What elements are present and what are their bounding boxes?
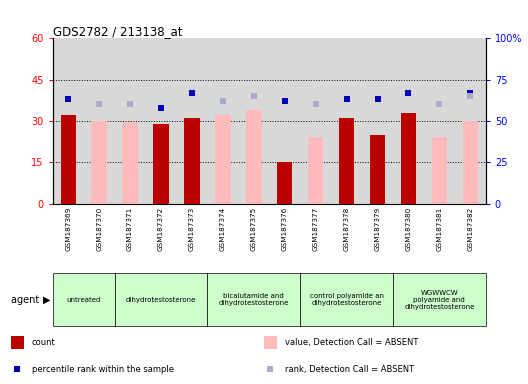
Text: control polyamide an
dihydrotestosterone: control polyamide an dihydrotestosterone [309, 293, 384, 306]
Bar [215, 116, 231, 204]
Text: rank, Detection Call = ABSENT: rank, Detection Call = ABSENT [285, 365, 414, 374]
Bar [53, 273, 115, 326]
Bar [61, 116, 76, 204]
Text: agent: agent [11, 295, 42, 305]
Text: GSM187370: GSM187370 [96, 207, 102, 251]
Text: WGWWCW
polyamide and
dihydrotestosterone: WGWWCW polyamide and dihydrotestosterone [404, 290, 475, 310]
Bar [91, 121, 107, 204]
Text: GSM187369: GSM187369 [65, 207, 71, 251]
Bar [184, 118, 200, 204]
Text: GSM187374: GSM187374 [220, 207, 226, 251]
Bar [300, 273, 393, 326]
Bar [246, 110, 261, 204]
Text: GSM187376: GSM187376 [282, 207, 288, 251]
Bar [370, 135, 385, 204]
Text: GSM187371: GSM187371 [127, 207, 133, 251]
Bar [122, 122, 138, 204]
Text: count: count [32, 338, 55, 347]
Bar [432, 137, 447, 204]
Text: GSM187378: GSM187378 [344, 207, 350, 251]
Text: bicalutamide and
dihydrotestosterone: bicalutamide and dihydrotestosterone [219, 293, 289, 306]
Bar [463, 121, 478, 204]
Bar [11, 336, 24, 349]
Text: dihydrotestosterone: dihydrotestosterone [126, 296, 196, 303]
Text: GSM187377: GSM187377 [313, 207, 319, 251]
Bar [115, 273, 208, 326]
Text: GSM187381: GSM187381 [436, 207, 442, 251]
Bar [208, 273, 300, 326]
Bar [277, 162, 293, 204]
Text: GDS2782 / 213138_at: GDS2782 / 213138_at [53, 25, 182, 38]
Bar [153, 124, 169, 204]
Text: GSM187375: GSM187375 [251, 207, 257, 251]
Bar [264, 336, 277, 349]
Bar [308, 137, 323, 204]
Text: GSM187373: GSM187373 [189, 207, 195, 251]
Bar [393, 273, 486, 326]
Text: GSM187379: GSM187379 [374, 207, 381, 251]
Text: GSM187382: GSM187382 [467, 207, 473, 251]
Text: percentile rank within the sample: percentile rank within the sample [32, 365, 174, 374]
Bar [401, 113, 416, 204]
Text: GSM187372: GSM187372 [158, 207, 164, 251]
Bar [339, 118, 354, 204]
Text: GSM187380: GSM187380 [406, 207, 411, 251]
Text: ▶: ▶ [43, 295, 50, 305]
Text: value, Detection Call = ABSENT: value, Detection Call = ABSENT [285, 338, 419, 347]
Text: untreated: untreated [67, 296, 101, 303]
